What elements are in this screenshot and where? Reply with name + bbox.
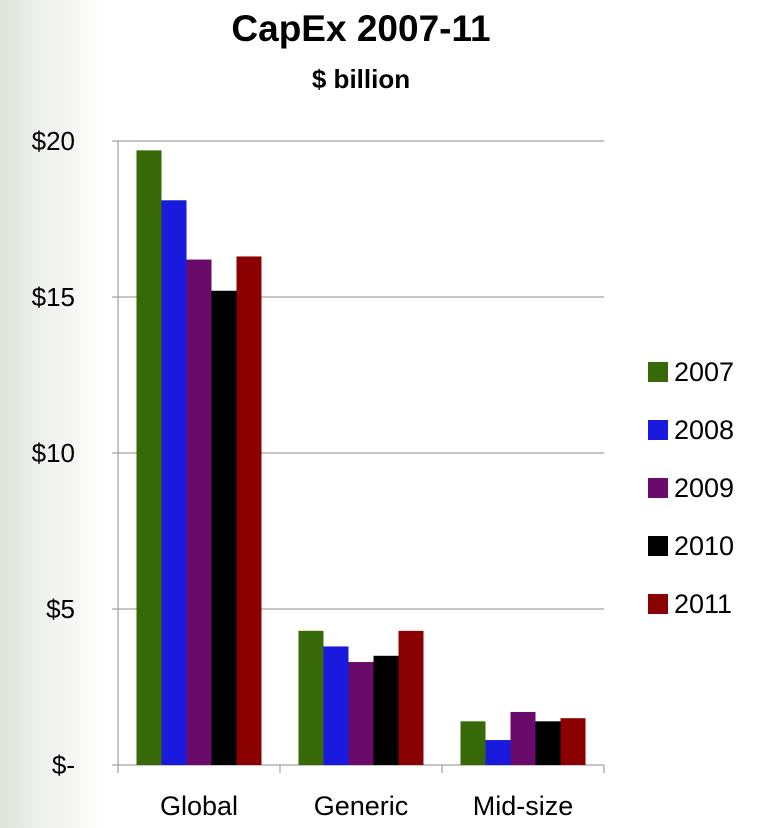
bar-global-2011	[236, 256, 262, 765]
legend-swatch	[648, 478, 668, 498]
bar-mid-size-2009	[510, 711, 536, 765]
x-category-label: Generic	[314, 791, 409, 821]
bar-generic-2011	[398, 630, 424, 765]
chart-subtitle: $ billion	[311, 64, 411, 94]
bar-generic-2007	[298, 630, 324, 765]
legend-label: 2010	[674, 530, 735, 561]
bar-global-2008	[161, 200, 187, 765]
chart-legend: 2007 2008 2009 2010 2011	[648, 343, 734, 633]
legend-label: 2011	[674, 588, 733, 619]
legend-item-2008: 2008	[648, 401, 734, 459]
bar-global-2010	[211, 290, 237, 765]
y-tick-label: $15	[32, 282, 75, 312]
legend-label: 2008	[674, 414, 735, 445]
legend-label: 2007	[674, 356, 735, 387]
bar-mid-size-2008	[485, 740, 511, 765]
legend-item-2010: 2010	[648, 517, 734, 575]
legend-swatch	[648, 594, 668, 614]
legend-swatch	[648, 362, 668, 382]
chart-title: CapEx 2007-11	[231, 8, 491, 49]
legend-label: 2009	[674, 472, 735, 503]
bar-generic-2009	[348, 662, 374, 765]
x-category-label: Mid-size	[473, 791, 574, 821]
legend-item-2009: 2009	[648, 459, 734, 517]
bar-generic-2008	[323, 646, 349, 765]
bar-mid-size-2010	[535, 721, 561, 765]
legend-swatch	[648, 420, 668, 440]
bar-mid-size-2007	[460, 721, 486, 765]
y-tick-label: $20	[32, 126, 75, 156]
bar-global-2007	[136, 150, 162, 766]
legend-item-2007: 2007	[648, 343, 734, 401]
legend-item-2011: 2011	[648, 575, 734, 633]
y-tick-label: $5	[46, 594, 75, 624]
legend-swatch	[648, 536, 668, 556]
bar-mid-size-2011	[560, 718, 586, 765]
y-tick-label: $10	[32, 438, 75, 468]
x-category-label: Global	[160, 791, 238, 821]
bar-global-2009	[186, 259, 212, 765]
y-tick-label: $-	[52, 750, 75, 780]
bar-generic-2010	[373, 655, 399, 765]
